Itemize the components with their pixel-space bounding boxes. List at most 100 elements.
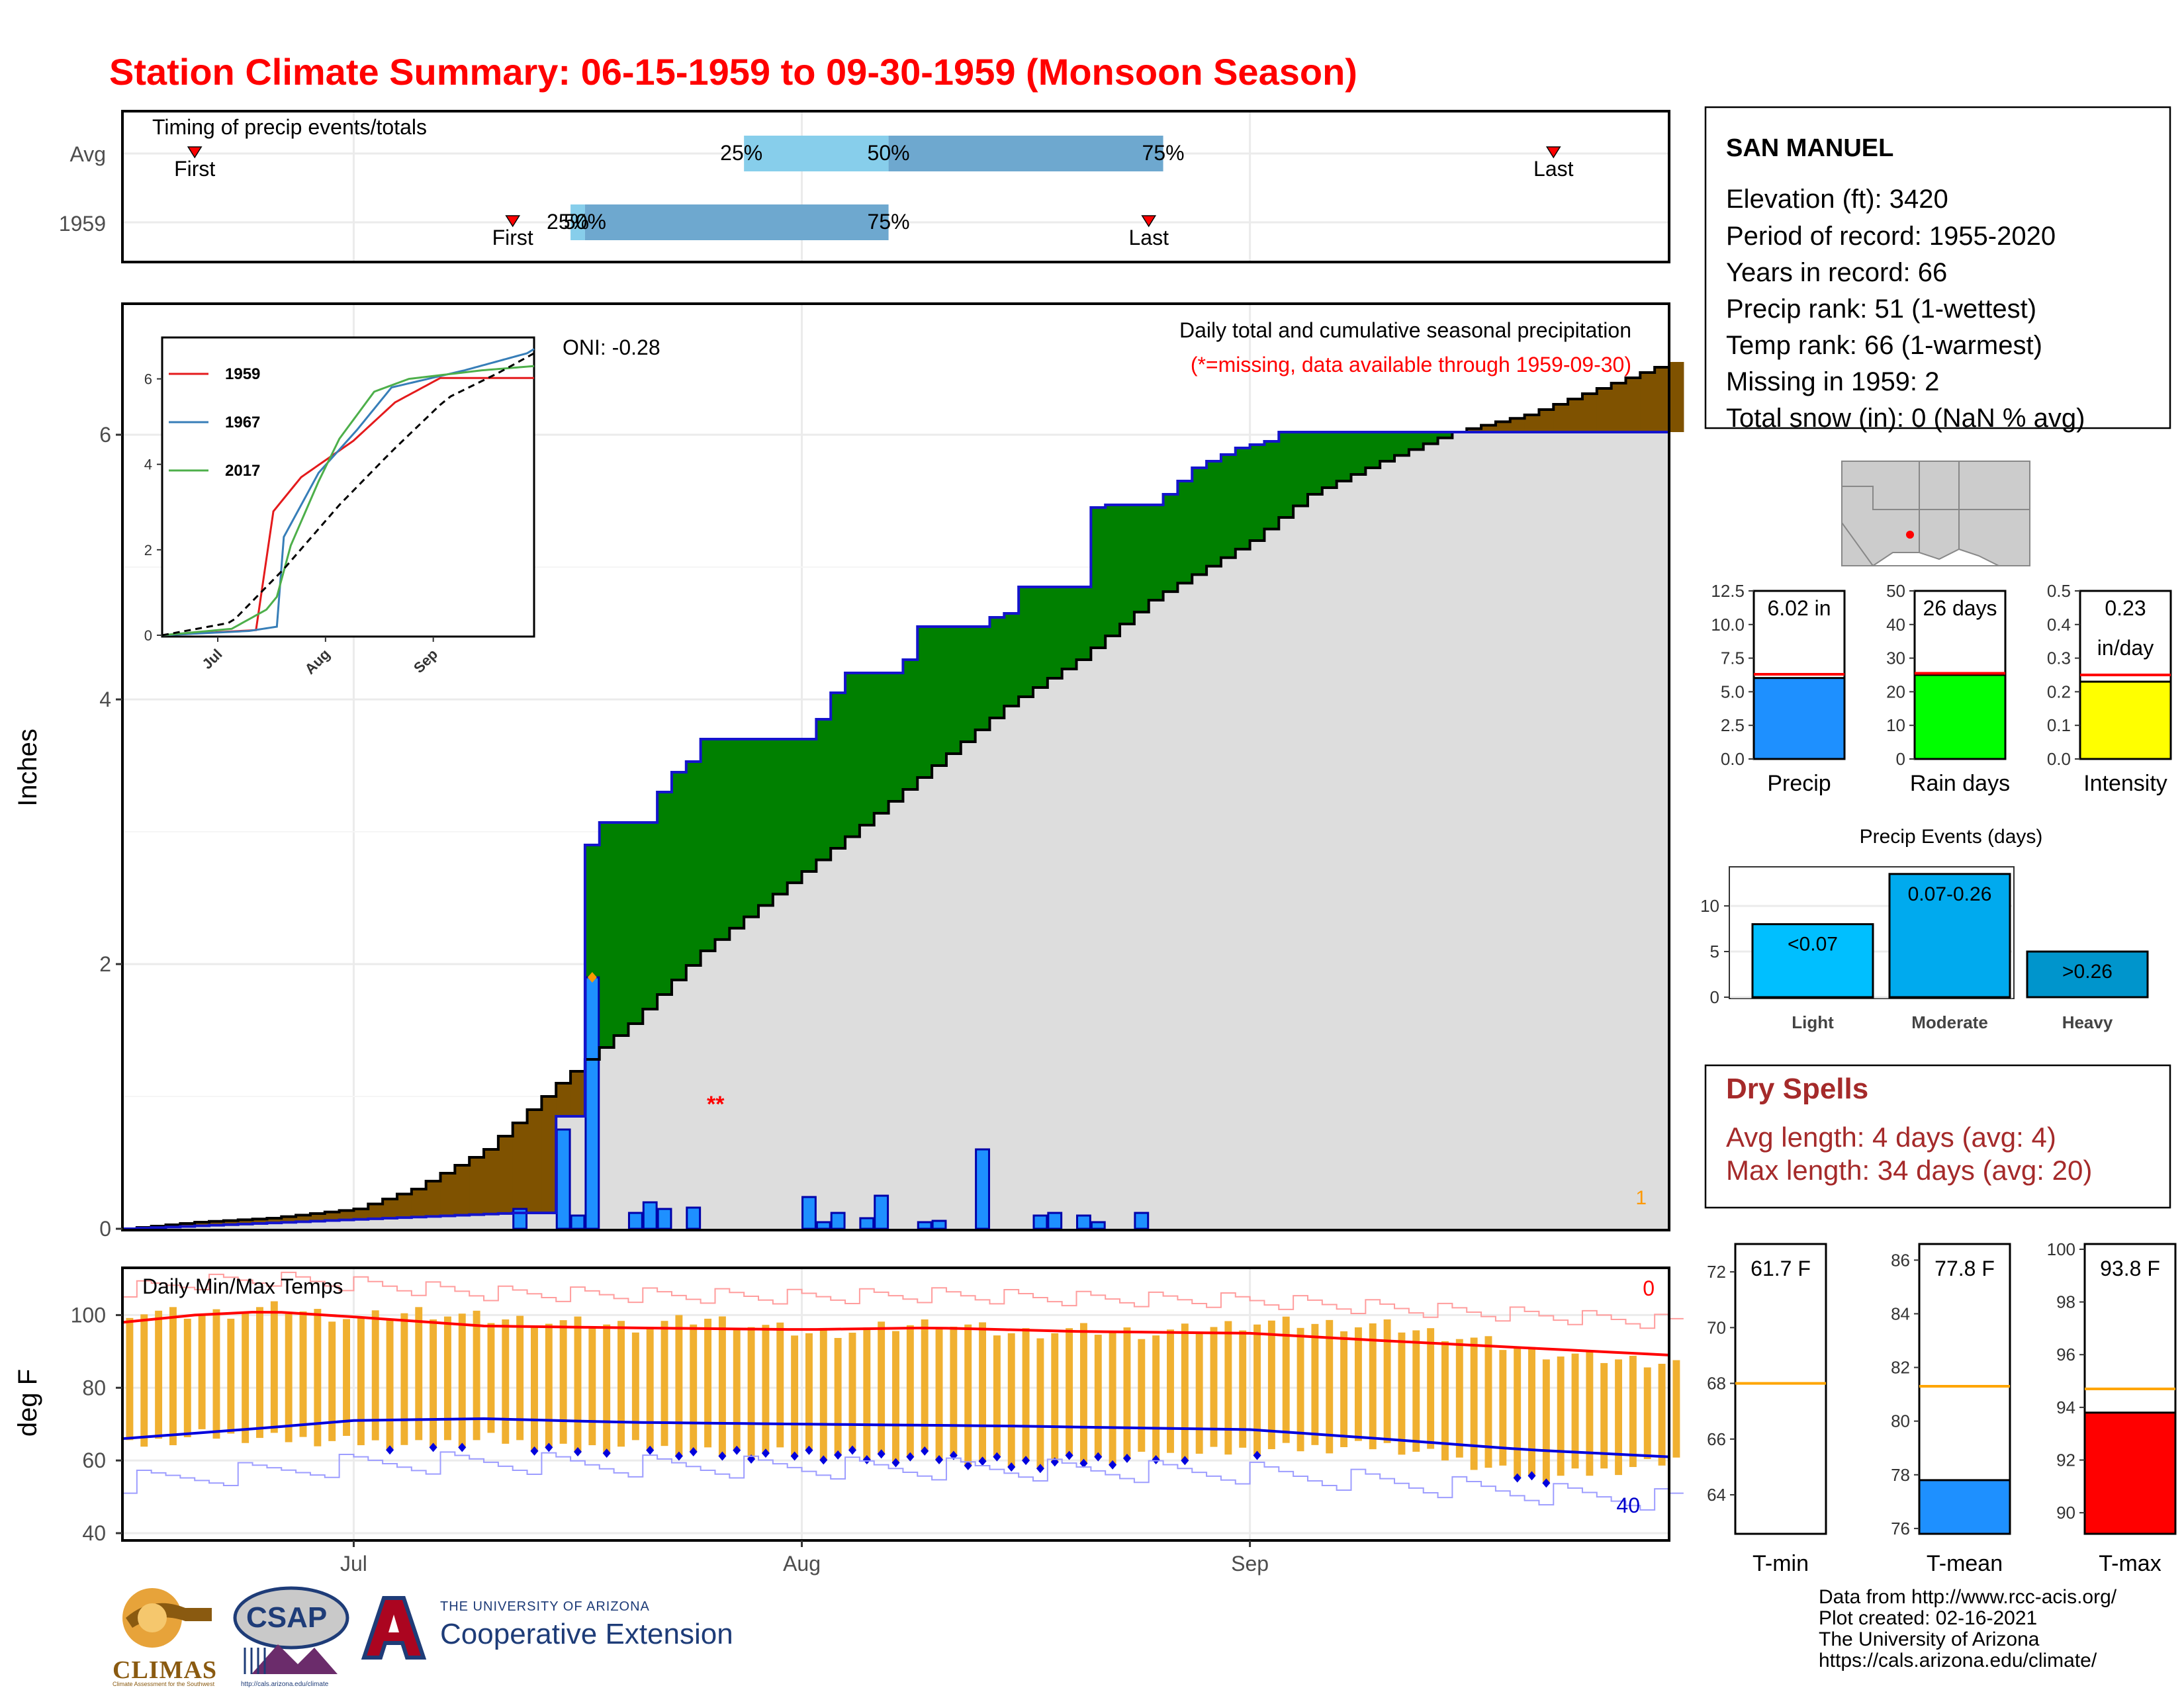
temp-daily-range-bar	[979, 1322, 987, 1462]
events-bar-heavy	[2026, 950, 2149, 999]
temp-daily-range-bar	[1643, 1367, 1651, 1459]
credit-line-1[interactable]: Data from http://www.rcc-acis.org/	[1819, 1586, 2117, 1608]
events-ytick-label: 0	[1710, 987, 1719, 1007]
climas-subtitle: Climate Assessment for the Southwest	[113, 1681, 215, 1687]
temp-daily-range-bar	[1455, 1339, 1463, 1458]
temp-bar-name: T-mean	[1927, 1551, 2003, 1576]
ua-block-a-icon	[361, 1595, 435, 1661]
timing-p50-label: 50%	[564, 210, 606, 234]
precip-below-avg-area	[1655, 367, 1670, 432]
precip-above-avg-area	[859, 673, 875, 825]
temp-low-marker	[921, 1446, 929, 1456]
summary-ytick-label: 0.1	[2047, 715, 2071, 735]
credit-line-4[interactable]: https://cals.arizona.edu/climate/	[1819, 1650, 2097, 1671]
temp-low-marker	[1152, 1455, 1160, 1465]
precip-above-avg-area	[614, 822, 629, 1036]
temp-low-marker	[790, 1451, 799, 1461]
inset-legend-label: 1967	[225, 414, 260, 431]
precip-below-avg-area	[310, 1214, 326, 1222]
timing-row-label-avg: Avg	[69, 142, 106, 166]
temp-record-min-line	[122, 1451, 1684, 1511]
temp-daily-range-bar	[704, 1318, 712, 1448]
precip-ytick-label: 2	[99, 952, 111, 976]
temp-daily-range-bar	[1297, 1327, 1304, 1452]
temp-low-marker	[834, 1450, 842, 1460]
temp-panel-label: Daily Min/Max Temps	[142, 1274, 343, 1298]
timing-label: Timing of precip events/totals	[152, 115, 427, 139]
temp-low-marker	[530, 1446, 539, 1456]
temp-bar-ytick-label: 76	[1891, 1519, 1910, 1538]
temp-daily-range-bar	[299, 1311, 307, 1437]
temp-daily-range-bar	[386, 1319, 394, 1450]
precip-avg-area	[122, 362, 1669, 1229]
summary-bar-intensity	[2079, 680, 2172, 760]
precip-above-avg-area	[1307, 432, 1323, 494]
dry-spells-frame	[1704, 1064, 2171, 1209]
temp-ytick-label: 40	[82, 1521, 106, 1545]
events-ytick-label: 10	[1700, 896, 1719, 916]
station-line-4: Precip rank: 51 (1-wettest)	[1726, 294, 2036, 324]
timing-p50-label: 50%	[868, 141, 910, 165]
temp-daily-range-bar	[1311, 1323, 1319, 1445]
temp-low-marker	[906, 1452, 915, 1462]
temp-daily-range-bar	[1094, 1335, 1102, 1457]
station-line-5: Temp rank: 66 (1-warmest)	[1726, 331, 2042, 360]
csap-logo[interactable]: CSAP http://cals.arizona.edu/climate	[232, 1581, 351, 1688]
inset-line-2017	[161, 365, 535, 637]
temp-low-marker	[386, 1445, 394, 1455]
precip-below-avg-area	[1510, 418, 1525, 432]
timing-box-upper	[888, 136, 1163, 171]
temp-low-marker	[1542, 1478, 1551, 1488]
timing-first-marker	[505, 215, 521, 228]
precip-y-axis: 0 2 4 6	[99, 423, 122, 1241]
precip-above-avg-area	[1206, 461, 1222, 566]
temp-daily-range-bar	[1383, 1319, 1391, 1443]
precip-above-avg-area	[1163, 494, 1179, 592]
summary-ytick-label: 0.3	[2047, 648, 2071, 668]
temp-low-marker	[891, 1458, 900, 1468]
precip-below-avg-area	[296, 1215, 311, 1222]
credit-line-3: The University of Arizona	[1819, 1628, 2040, 1650]
temp-count-min: 40	[1616, 1493, 1640, 1517]
temp-daily-range-bar	[1615, 1359, 1623, 1476]
temp-daily-range-bar	[1369, 1323, 1377, 1450]
temp-daily-range-bar	[1079, 1323, 1087, 1464]
precip-daily-bar	[975, 1148, 990, 1230]
events-bar-label: >0.26	[2062, 961, 2113, 983]
precip-ytick-label: 6	[99, 423, 111, 447]
temp-daily-range-bar	[516, 1315, 524, 1441]
precip-above-avg-area	[715, 739, 730, 940]
temp-daily-range-bar	[227, 1318, 235, 1434]
temp-bar-name: T-max	[2099, 1551, 2161, 1576]
precip-events-title: Precip Events (days)	[1860, 826, 2043, 848]
temp-low-marker	[1109, 1460, 1117, 1470]
summary-ytick-label: 50	[1886, 581, 1905, 601]
precip-above-avg-area	[787, 739, 803, 883]
precip-below-avg-area	[368, 1204, 383, 1219]
precip-above-avg-area	[1336, 432, 1352, 481]
temp-avg-max-line	[122, 1311, 1670, 1356]
temp-daily-range-bar	[1412, 1330, 1420, 1452]
temp-daily-range-bar	[371, 1310, 379, 1441]
ua-cooperative-extension-logo[interactable]: THE UNIVERSITY OF ARIZONA Cooperative Ex…	[357, 1591, 741, 1671]
temp-daily-range-bar	[1210, 1327, 1218, 1447]
precip-above-avg-area	[831, 693, 846, 848]
precip-above-avg-area	[1380, 432, 1395, 461]
temp-daily-range-bar	[155, 1310, 163, 1439]
temp-daily-range-bar	[1152, 1335, 1160, 1460]
timing-box-lower	[744, 136, 889, 171]
locator-map	[1841, 461, 2030, 566]
precip-below-avg-area	[223, 1220, 239, 1225]
precip-above-avg-area	[1322, 432, 1338, 488]
station-line-3: Years in record: 66	[1726, 258, 1947, 287]
events-bar-name: Moderate	[1911, 1012, 1988, 1032]
climas-emblem-icon	[122, 1588, 212, 1648]
climas-logo[interactable]: CLIMAS Climate Assessment for the Southw…	[106, 1581, 218, 1687]
temp-low-marker	[545, 1443, 553, 1452]
temp-low-marker	[848, 1445, 856, 1455]
precip-below-avg-area	[1568, 399, 1583, 432]
precip-daily-bar	[627, 1212, 643, 1230]
precip-above-avg-area	[772, 739, 788, 895]
temp-daily-range-bar	[314, 1309, 322, 1446]
temp-daily-range-bar	[1470, 1337, 1478, 1470]
